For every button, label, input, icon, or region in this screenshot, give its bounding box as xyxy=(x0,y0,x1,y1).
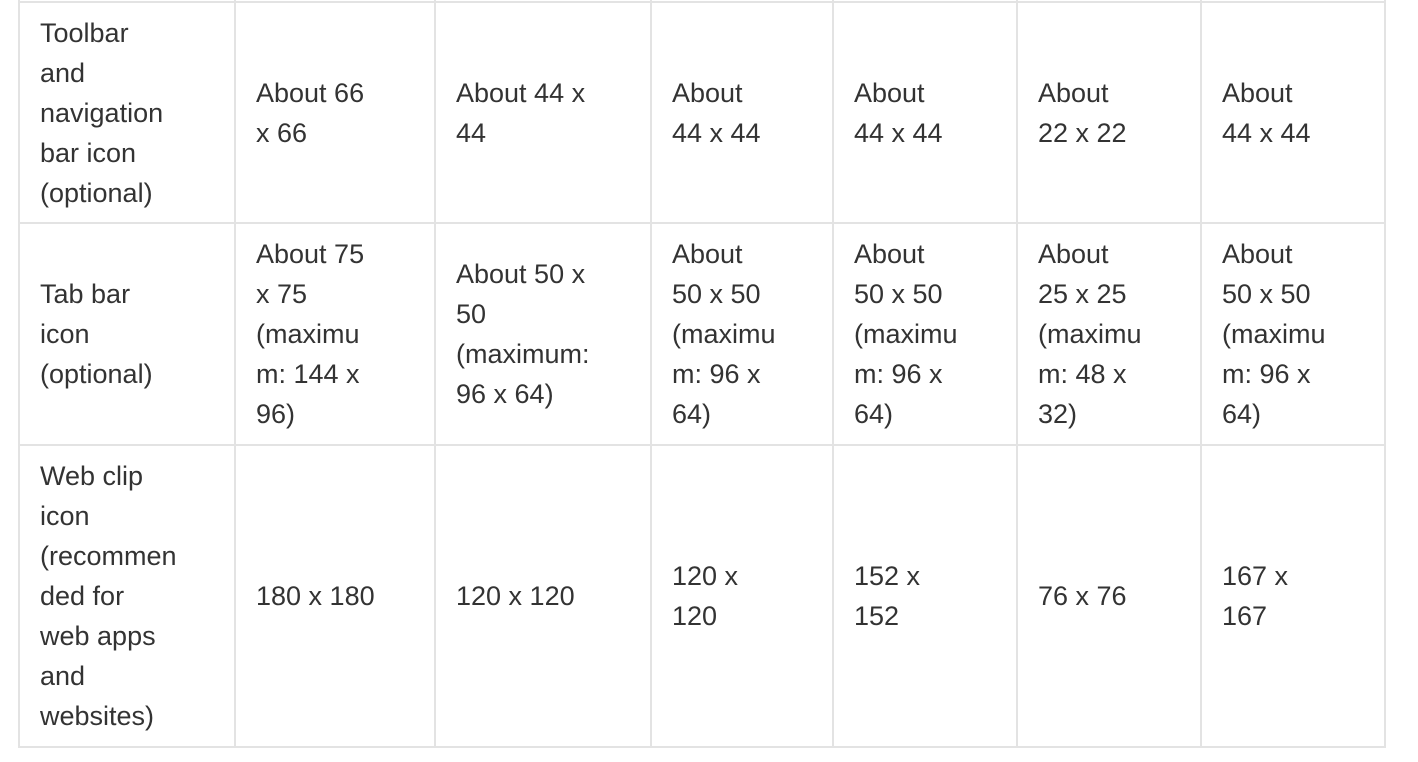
table-cell: About 44 x 44 xyxy=(650,1,834,224)
icon-size-table: Toolbar and navigation bar icon (optional) A… xyxy=(18,0,1386,748)
cell-text-line: 64) xyxy=(672,399,712,429)
cell-text-line: and xyxy=(40,57,86,88)
cell-text-line: About xyxy=(672,77,743,108)
cell-text-line: 120 x 120 xyxy=(456,581,575,611)
cell-text-line: About xyxy=(854,239,925,269)
table-cell: About 75 x 75 (maximu m: 144 x 96) xyxy=(234,222,436,446)
cell-text-line: 167 x xyxy=(1222,561,1289,591)
table-row-tab-bar-icon: Tab bar icon (optional) About 75 x 75 (maxim… xyxy=(18,222,1386,446)
cell-text-line: About 75 xyxy=(256,239,365,269)
cell-text-line: 167 xyxy=(1222,601,1268,631)
cell-text-line: (maximum: xyxy=(456,339,590,369)
cell-text-line: About xyxy=(854,77,925,108)
row-label: Toolbar and navigation bar icon (optional) xyxy=(18,1,236,224)
cell-text-line: 50 x 50 xyxy=(854,279,943,309)
cell-text-line: 44 x 44 xyxy=(854,117,943,148)
row-label: Tab bar icon (optional) xyxy=(18,222,236,446)
table-cell: 120 x 120 xyxy=(434,444,652,748)
cell-text-line: 44 x 44 xyxy=(1222,117,1311,148)
table-cell: About 44 x 44 xyxy=(1200,1,1386,224)
cell-text-line: About xyxy=(672,239,743,269)
table-cell: About 50 x 50 (maximum: 96 x 64) xyxy=(434,222,652,446)
cell-text-line: About 66 xyxy=(256,77,365,108)
cell-text-line: 22 x 22 xyxy=(1038,117,1127,148)
cell-text-line: (maximu xyxy=(1222,319,1326,349)
cell-text-line: (maximu xyxy=(672,319,776,349)
cell-text-line: 25 x 25 xyxy=(1038,279,1127,309)
cell-text-line: 96) xyxy=(256,399,296,429)
table-cell: About 50 x 50 (maximu m: 96 x 64) xyxy=(1200,222,1386,446)
cell-text-line: Web clip xyxy=(40,461,144,491)
table-cell: 167 x 167 xyxy=(1200,444,1386,748)
cell-text-line: 44 x 44 xyxy=(672,117,761,148)
cell-text-line: 152 xyxy=(854,601,900,631)
cell-text-line: About 50 x xyxy=(456,259,586,289)
cell-text-line: 44 xyxy=(456,117,487,148)
cell-text-line: (maximu xyxy=(256,319,360,349)
cell-text-line: 96 x 64) xyxy=(456,379,554,409)
cell-text-line: bar icon xyxy=(40,137,137,168)
table-cell: 152 x 152 xyxy=(832,444,1018,748)
cell-text-line: 32) xyxy=(1038,399,1078,429)
cell-text-line: About 44 x xyxy=(456,77,586,108)
table-cell: 180 x 180 xyxy=(234,444,436,748)
cell-text-line: About xyxy=(1222,77,1293,108)
table-cell: 76 x 76 xyxy=(1016,444,1202,748)
cell-text-line: m: 96 x xyxy=(1222,359,1311,389)
cell-text-line: 50 x 50 xyxy=(1222,279,1311,309)
cell-text-line: 120 x xyxy=(672,561,739,591)
cell-text-line: icon xyxy=(40,319,90,349)
cell-text-line: icon xyxy=(40,501,90,531)
cell-text-line: navigation xyxy=(40,97,164,128)
table-cell: About 22 x 22 xyxy=(1016,1,1202,224)
table-row-toolbar-icon: Toolbar and navigation bar icon (optional) A… xyxy=(18,1,1386,224)
table-cell: About 25 x 25 (maximu m: 48 x 32) xyxy=(1016,222,1202,446)
cell-text-line: websites) xyxy=(40,701,155,731)
table-cell: About 44 x 44 xyxy=(434,1,652,224)
cell-text-line: 50 xyxy=(456,299,487,329)
table-cell: 120 x 120 xyxy=(650,444,834,748)
cell-text-line: 64) xyxy=(854,399,894,429)
row-label: Web clip icon (recommen ded for web apps and w… xyxy=(18,444,236,748)
table-cell: About 50 x 50 (maximu m: 96 x 64) xyxy=(650,222,834,446)
cell-text-line: m: 48 x xyxy=(1038,359,1127,389)
cell-text-line: 180 x 180 xyxy=(256,581,375,611)
cell-text-line: and xyxy=(40,661,86,691)
cell-text-line: m: 144 x xyxy=(256,359,360,389)
cell-text-line: About xyxy=(1038,239,1109,269)
table-row-web-clip-icon: Web clip icon (recommen ded for web apps and w… xyxy=(18,444,1386,748)
table-cell: About 66 x 66 xyxy=(234,1,436,224)
cell-text-line: Tab bar xyxy=(40,279,131,309)
cell-text-line: (maximu xyxy=(1038,319,1142,349)
cell-text-line: Toolbar xyxy=(40,17,129,48)
table-cell: About 44 x 44 xyxy=(832,1,1018,224)
cell-text-line: 120 xyxy=(672,601,718,631)
cell-text-line: 50 x 50 xyxy=(672,279,761,309)
cell-text-line: (maximu xyxy=(854,319,958,349)
cell-text-line: 64) xyxy=(1222,399,1262,429)
cell-text-line: m: 96 x xyxy=(672,359,761,389)
cell-text-line: ded for xyxy=(40,581,125,611)
cell-text-line: About xyxy=(1038,77,1109,108)
cell-text-line: web apps xyxy=(40,621,156,651)
cell-text-line: x 75 xyxy=(256,279,308,309)
cell-text-line: 76 x 76 xyxy=(1038,581,1127,611)
cell-text-line: About xyxy=(1222,239,1293,269)
cell-text-line: (optional) xyxy=(40,177,153,208)
cell-text-line: (optional) xyxy=(40,359,153,389)
cell-text-line: m: 96 x xyxy=(854,359,943,389)
table-cell: About 50 x 50 (maximu m: 96 x 64) xyxy=(832,222,1018,446)
cell-text-line: (recommen xyxy=(40,541,177,571)
cell-text-line: x 66 xyxy=(256,117,308,148)
cell-text-line: 152 x xyxy=(854,561,921,591)
